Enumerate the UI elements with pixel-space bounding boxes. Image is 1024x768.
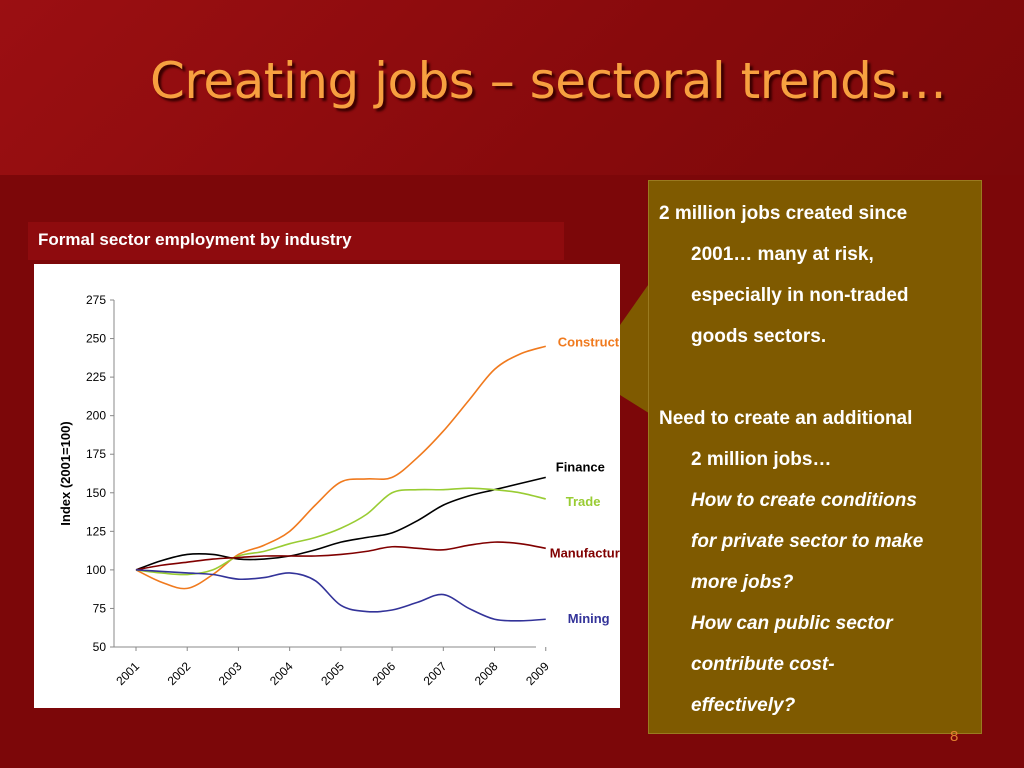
x-tick-label: 2002 (165, 659, 194, 688)
series-label-manufacturing: Manufacturing (550, 545, 620, 560)
callout-para-1: 2 million jobs created since 2001… many … (659, 193, 971, 357)
series-line-mining (135, 569, 546, 622)
y-tick-label: 100 (86, 563, 106, 577)
series-label-finance: Finance (556, 459, 605, 474)
y-tick-label: 75 (93, 601, 107, 615)
series-line-manufacturing (135, 541, 546, 571)
x-tick-label: 2008 (472, 659, 501, 688)
y-tick-label: 150 (86, 486, 106, 500)
y-tick-label: 125 (86, 524, 106, 538)
series-line-construction (135, 345, 546, 590)
callout-question-2-line-2: contribute cost- (691, 654, 835, 675)
y-tick-label: 250 (86, 332, 106, 346)
callout-spacer (659, 357, 971, 398)
callout-para-1-line-2: 2001… many at risk, (691, 244, 874, 265)
chart-caption-text: Formal sector employment by industry (38, 230, 352, 249)
callout-question-2: How can public sector contribute cost- e… (659, 603, 971, 726)
callout-para-1-line-3: especially in non-traded (691, 285, 909, 306)
callout-question-1-line-3: more jobs? (691, 572, 794, 593)
line-chart: 50 75 100 125 150 175 200 225 250 275 2001 2002 2003… (58, 293, 620, 688)
y-axis-label: Index (2001=100) (58, 421, 73, 525)
callout-para-2-line-1: Need to create an additional (659, 408, 913, 429)
slide-title: Creating jobs – sectoral trends… (150, 52, 947, 110)
x-tick-label: 2006 (369, 659, 398, 688)
y-tick-label: 225 (86, 370, 106, 384)
chart-panel: 50 75 100 125 150 175 200 225 250 275 2001 2002 2003… (34, 264, 620, 708)
slide-number: 8 (950, 728, 959, 745)
y-tick-label: 275 (86, 293, 106, 307)
callout-para-2: Need to create an additional 2 million j… (659, 398, 971, 480)
callout-question-2-line-1: How can public sector (691, 613, 893, 634)
callout-question-1-line-2: for private sector to make (691, 531, 924, 552)
callout-para-2-line-2: 2 million jobs… (691, 449, 832, 470)
x-tick-label: 2004 (267, 659, 296, 688)
chart-caption: Formal sector employment by industry (28, 222, 564, 260)
series-label-trade: Trade (566, 494, 601, 509)
series-label-construction: Construction (558, 334, 620, 349)
x-tick-label: 2003 (216, 659, 245, 688)
y-tick-label: 50 (93, 640, 107, 654)
series-line-finance (135, 476, 546, 571)
y-tick-label: 175 (86, 447, 106, 461)
x-tick-label: 2005 (318, 659, 347, 688)
x-tick-label: 2007 (421, 659, 450, 688)
callout-box: 2 million jobs created since 2001… many … (648, 180, 982, 734)
y-tick-label: 200 (86, 409, 106, 423)
series-label-mining: Mining (568, 611, 610, 626)
x-tick-label: 2009 (523, 659, 552, 688)
callout-question-2-line-3: effectively? (691, 695, 796, 716)
callout-para-1-line-4: goods sectors. (691, 326, 827, 347)
callout-para-1-line-1: 2 million jobs created since (659, 203, 908, 224)
callout-question-1-line-1: How to create conditions (691, 490, 917, 511)
x-tick-label: 2001 (113, 659, 142, 688)
callout-question-1: How to create conditions for private sec… (659, 480, 971, 603)
series-line-trade (135, 487, 546, 576)
